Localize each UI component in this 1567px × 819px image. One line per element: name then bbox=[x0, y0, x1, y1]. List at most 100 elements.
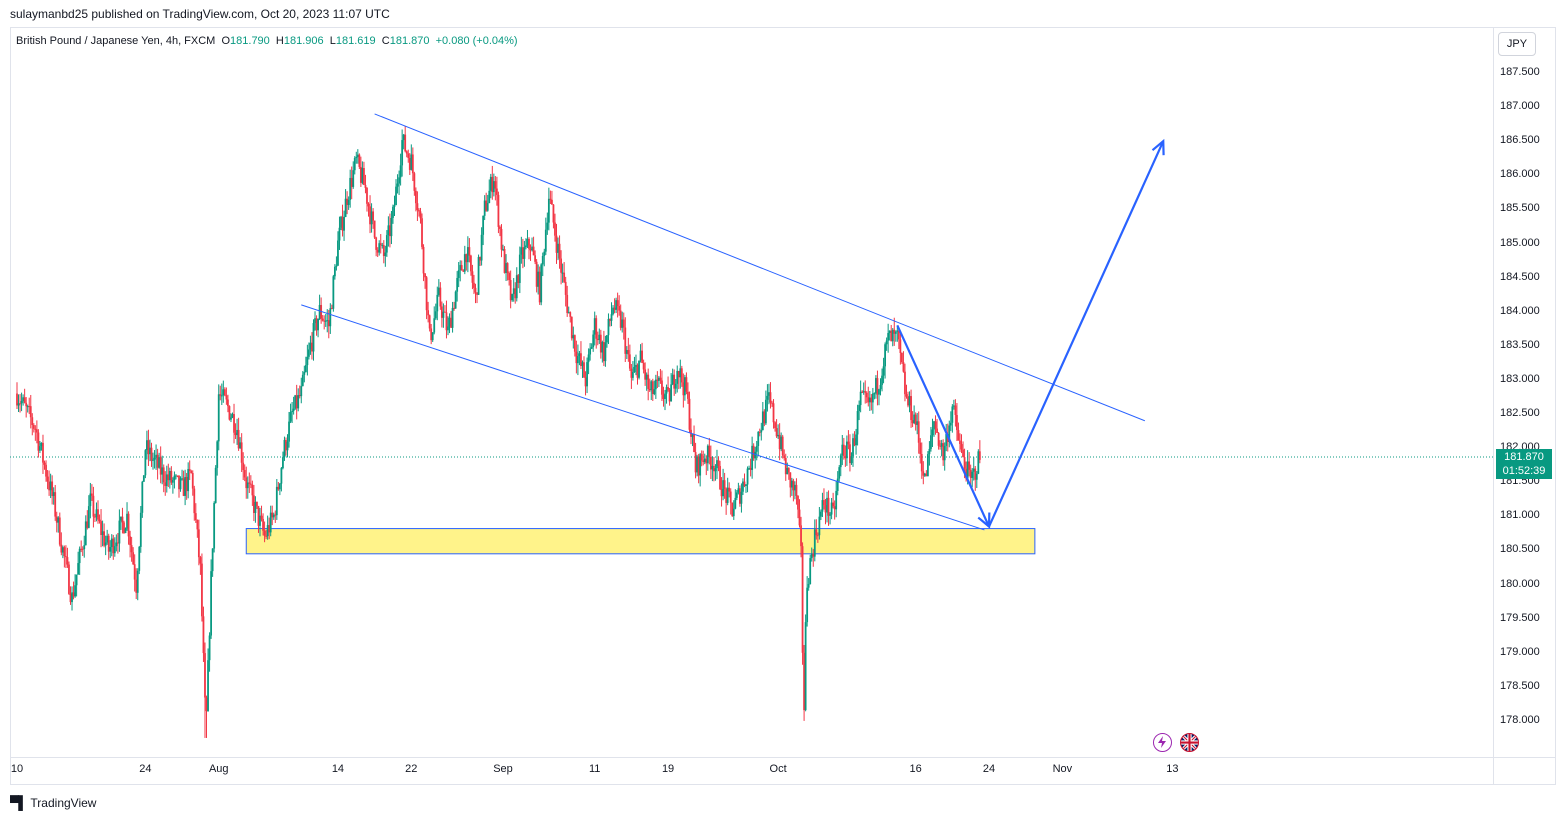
candle-body bbox=[878, 389, 880, 395]
candle-body bbox=[150, 447, 153, 461]
time-tick-label: Nov bbox=[1052, 763, 1073, 775]
candle-body bbox=[956, 414, 958, 431]
candle-body bbox=[790, 480, 793, 488]
candle-body bbox=[431, 332, 434, 341]
candle-body bbox=[820, 511, 822, 517]
candle-body bbox=[901, 353, 903, 363]
candle-body bbox=[839, 455, 842, 468]
candle-body bbox=[442, 311, 445, 318]
candle-body bbox=[658, 377, 660, 381]
candle-body bbox=[74, 585, 76, 597]
lightning-icon[interactable] bbox=[1153, 733, 1172, 752]
candle-body bbox=[529, 248, 532, 251]
candle-body bbox=[870, 397, 873, 403]
candle-body bbox=[755, 445, 758, 452]
candle-body bbox=[142, 475, 145, 482]
candle-body bbox=[760, 430, 763, 433]
time-tick-label: 22 bbox=[405, 763, 418, 775]
upper-channel-line[interactable] bbox=[374, 113, 1146, 422]
candle-body bbox=[592, 334, 595, 348]
candle-body bbox=[948, 425, 951, 443]
currency-button[interactable]: JPY bbox=[1498, 32, 1536, 56]
candle-body bbox=[974, 468, 977, 480]
high-value: 181.906 bbox=[283, 35, 324, 47]
last-price-label: 181.870 01:52:39 bbox=[1496, 449, 1552, 479]
candle-body bbox=[942, 443, 945, 461]
candle-body bbox=[295, 395, 298, 409]
candle-body bbox=[321, 318, 324, 321]
candle-body bbox=[451, 307, 454, 328]
candle-body bbox=[564, 281, 567, 295]
candle-body bbox=[414, 190, 417, 204]
candle-body bbox=[884, 344, 886, 367]
lower-channel-line[interactable] bbox=[301, 304, 985, 531]
candle-body bbox=[910, 396, 912, 421]
candle-body bbox=[576, 356, 579, 364]
time-axis-separator bbox=[10, 757, 1556, 758]
candle-body bbox=[124, 528, 127, 534]
candle-body bbox=[63, 547, 66, 557]
candle-body bbox=[225, 395, 228, 400]
candle-body bbox=[146, 440, 148, 451]
candle-body bbox=[327, 320, 330, 327]
candle-body bbox=[123, 522, 125, 534]
candle-body bbox=[286, 441, 289, 451]
candle-body bbox=[260, 515, 263, 519]
candle-body bbox=[855, 434, 857, 446]
candle-body bbox=[558, 243, 561, 259]
candle-body bbox=[32, 425, 35, 429]
candle-body bbox=[425, 277, 428, 311]
candle-body bbox=[211, 548, 214, 572]
candle-body bbox=[613, 307, 616, 310]
candle-body bbox=[23, 397, 26, 403]
candle-body bbox=[598, 334, 601, 341]
symbol-name: British Pound / Japanese Yen, 4h, FXCM bbox=[16, 35, 216, 47]
candle-body bbox=[419, 211, 422, 219]
candle-body bbox=[891, 329, 894, 342]
candle-body bbox=[607, 318, 610, 336]
candle-body bbox=[39, 446, 41, 451]
candle-body bbox=[428, 315, 431, 329]
candle-body bbox=[628, 354, 631, 369]
candle-body bbox=[933, 421, 935, 430]
symbol-legend: British Pound / Japanese Yen, 4h, FXCM O… bbox=[16, 35, 518, 47]
open-value: 181.790 bbox=[230, 35, 270, 47]
candle-body bbox=[83, 545, 86, 550]
candle-body bbox=[495, 188, 498, 195]
candle-body bbox=[246, 482, 249, 489]
candle-body bbox=[389, 225, 391, 237]
candle-body bbox=[155, 454, 157, 458]
candle-body bbox=[503, 249, 506, 273]
candle-body bbox=[363, 168, 365, 185]
candle-body bbox=[110, 538, 113, 548]
candle-body bbox=[518, 254, 521, 283]
candle-body bbox=[706, 445, 709, 464]
tradingview-logo-icon: ▀▌ bbox=[10, 795, 27, 810]
candle-body bbox=[483, 200, 486, 216]
projection-arrow-down[interactable] bbox=[896, 324, 991, 527]
candle-body bbox=[739, 488, 741, 504]
candle-body bbox=[42, 442, 44, 463]
candle-body bbox=[798, 509, 801, 526]
price-tick-label: 184.500 bbox=[1500, 270, 1540, 283]
candle-body bbox=[746, 468, 749, 485]
candle-body bbox=[463, 254, 466, 272]
candle-body bbox=[170, 471, 173, 483]
support-zone[interactable] bbox=[245, 528, 1036, 555]
candle-body bbox=[664, 393, 666, 400]
candle-body bbox=[844, 455, 847, 459]
uk-flag-icon[interactable] bbox=[1180, 733, 1199, 752]
candle-body bbox=[523, 247, 526, 259]
candle-body bbox=[436, 294, 439, 312]
candle-body bbox=[87, 506, 90, 528]
candle-body bbox=[949, 422, 952, 426]
candle-body bbox=[505, 263, 507, 273]
candle-body bbox=[272, 514, 275, 518]
time-tick-label: 14 bbox=[331, 763, 345, 775]
candle-body bbox=[369, 206, 371, 225]
tradingview-footer[interactable]: ▀▌ TradingView bbox=[10, 795, 96, 810]
projection-arrow-up[interactable] bbox=[988, 140, 1165, 527]
candle-body bbox=[382, 245, 385, 257]
candle-body bbox=[940, 443, 943, 447]
